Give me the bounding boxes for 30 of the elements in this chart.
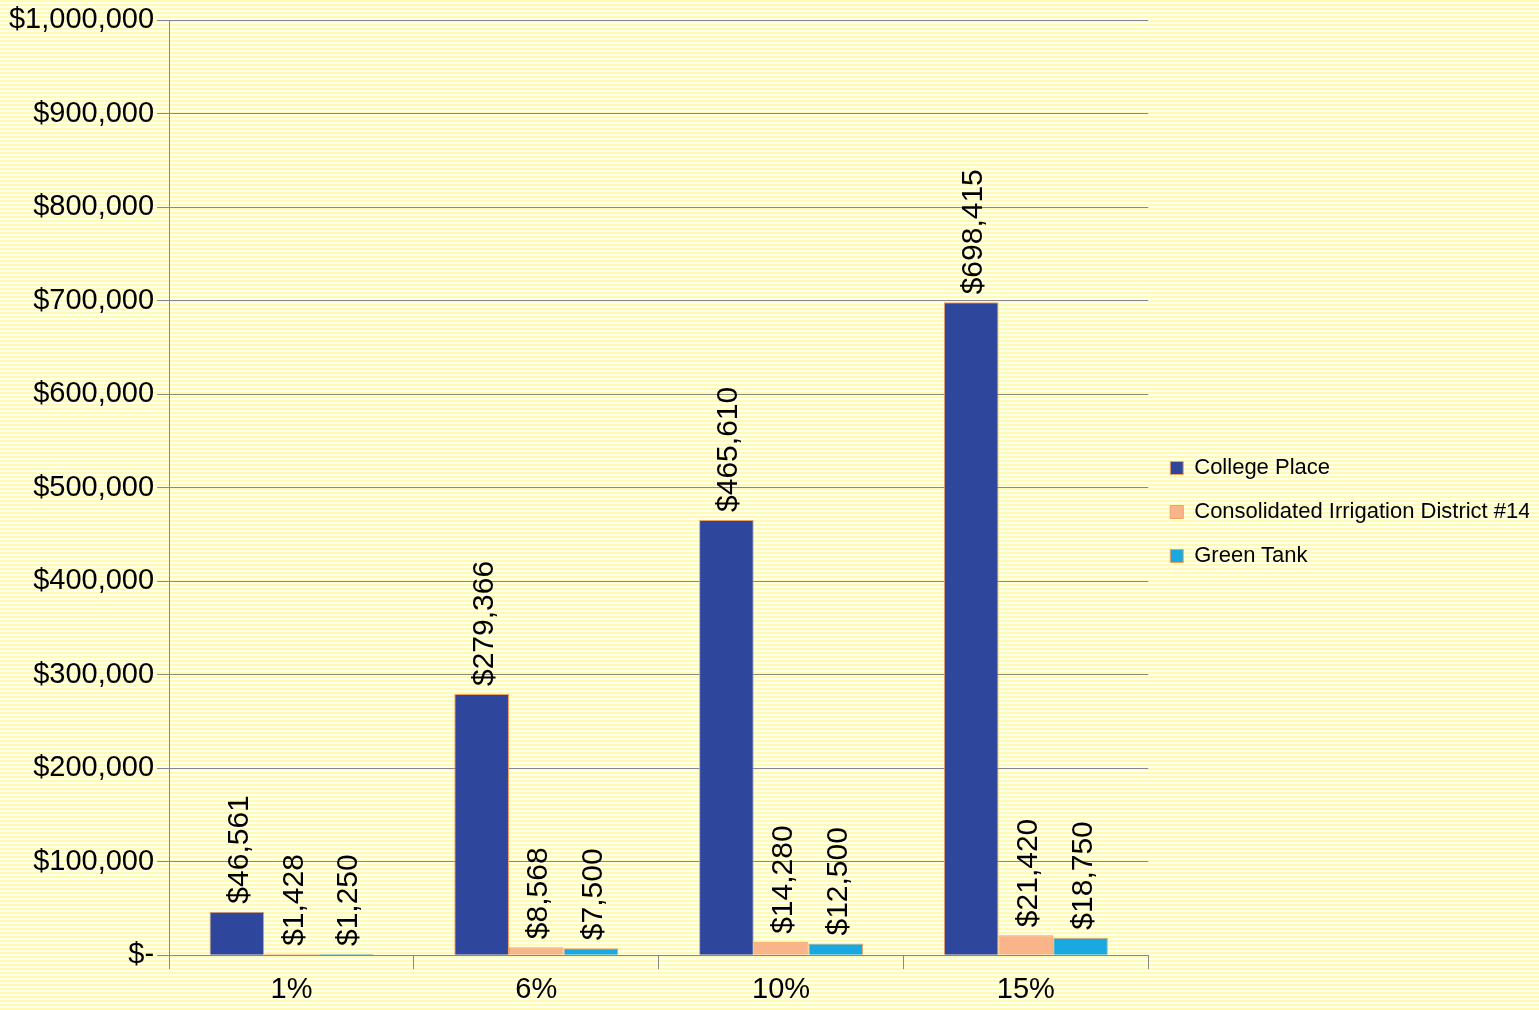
y-tick-label: $100,000 [33, 843, 155, 876]
y-tick-label: $400,000 [33, 563, 155, 596]
data-label: $46,561 [220, 795, 254, 904]
data-label: $18,750 [1064, 821, 1098, 930]
data-label: $14,280 [765, 825, 799, 934]
y-tick-label: $200,000 [33, 750, 155, 783]
legend-label: Green Tank [1194, 542, 1309, 568]
y-tick-label: $300,000 [33, 656, 155, 689]
y-tick-label: $800,000 [33, 189, 155, 222]
data-label: $1,428 [275, 854, 309, 946]
x-tick-label: 6% [515, 971, 558, 1004]
x-tick-label: 1% [270, 971, 313, 1004]
y-tick-label: $500,000 [33, 469, 155, 502]
data-label: $465,610 [710, 386, 744, 512]
data-label: $12,500 [819, 827, 853, 936]
data-label: $8,568 [520, 847, 554, 940]
data-label: $7,500 [574, 848, 608, 941]
x-tick-label: 15% [996, 971, 1055, 1004]
y-tick-label: $700,000 [33, 282, 155, 315]
x-tick-label: 10% [752, 971, 811, 1004]
data-label: $698,415 [955, 169, 989, 295]
data-label: $21,420 [1009, 818, 1043, 928]
y-tick-label: $600,000 [33, 376, 155, 409]
legend-label: Consolidated Irrigation District #14 [1194, 498, 1531, 524]
data-label: $279,366 [465, 560, 499, 687]
y-tick-label: $1,000,000 [8, 2, 155, 35]
y-tick-label: $900,000 [33, 95, 155, 128]
y-tick-label: $- [128, 937, 155, 970]
data-label: $1,250 [330, 854, 364, 947]
legend-label: College Place [1194, 454, 1330, 480]
